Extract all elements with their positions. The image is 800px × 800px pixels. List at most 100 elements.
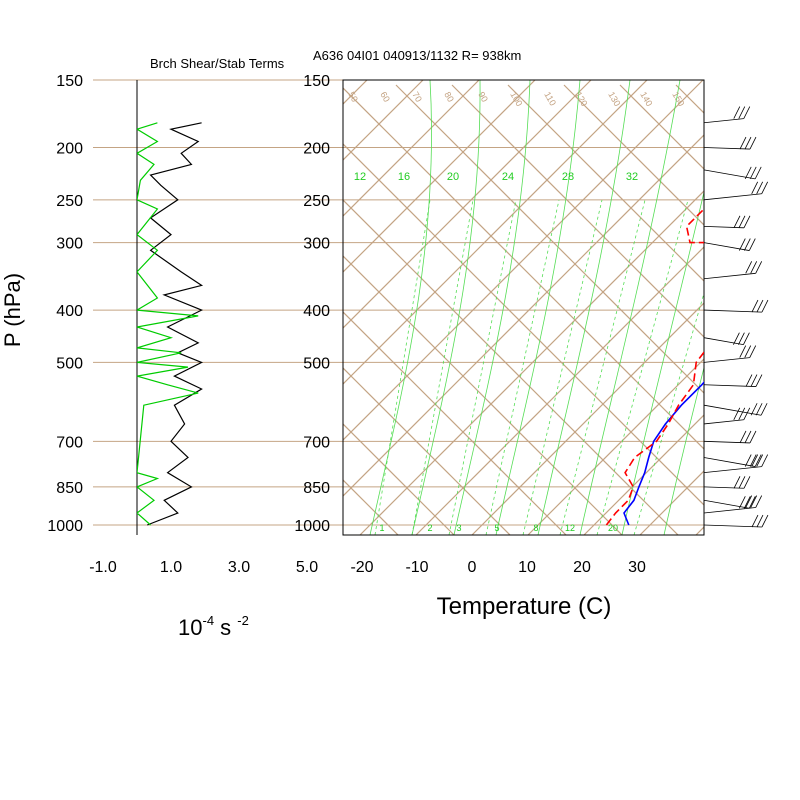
isotherm-line	[343, 80, 704, 441]
dry-adiabat-line	[675, 84, 704, 114]
dry-adiabat-line	[732, 85, 800, 545]
wind-barb	[703, 345, 757, 363]
dry-adiabat-line	[788, 85, 800, 545]
wind-barb-shaft	[703, 440, 750, 444]
isotherm-line	[359, 190, 704, 535]
temperature-tick-label: -20	[350, 559, 373, 576]
wind-barb	[703, 454, 769, 474]
pressure-tick-label: 200	[56, 140, 83, 157]
dry-adiabat-line	[343, 311, 567, 535]
dry-adiabat-line	[0, 85, 240, 545]
wind-barb-flag	[738, 496, 746, 509]
pressure-tick-label: 300	[303, 236, 330, 253]
temperature-x-ticks: -20 -10 0 10 20 30	[350, 559, 646, 576]
wind-barb-flag	[751, 454, 759, 467]
wind-barb-flag	[733, 215, 741, 228]
mixing-ratio-line	[596, 199, 689, 535]
wind-barb-flag	[755, 403, 763, 416]
pressure-tick-label: 150	[303, 73, 330, 90]
wind-barb	[703, 407, 751, 425]
isotherm-line	[343, 80, 536, 273]
wind-barb	[703, 495, 763, 514]
mixing-ratio-label: 20	[447, 171, 459, 183]
isotherm-line	[343, 80, 592, 329]
wind-barb-shaft	[703, 337, 744, 346]
pressure-gridlines	[93, 79, 704, 526]
wind-barb-flag	[739, 345, 747, 358]
wind-barb-flag	[739, 136, 747, 150]
wind-barb-shaft	[703, 384, 756, 387]
mixing-ratio-label: 32	[626, 171, 638, 183]
wind-barb	[703, 514, 769, 528]
mixing-ratio-label: 5	[494, 523, 499, 533]
wind-barb-flag	[738, 476, 746, 489]
dry-adiabat-line	[343, 367, 511, 535]
wind-barb-flag	[738, 238, 746, 251]
wind-barb-flag	[743, 407, 751, 420]
wind-barb-flag	[745, 261, 753, 274]
wind-barbs	[703, 106, 769, 528]
wind-barb-flag	[738, 215, 746, 228]
dry-adiabat-line	[563, 84, 704, 226]
mixing-ratio-label: 28	[562, 171, 574, 183]
dry-adiabat-line	[343, 87, 704, 450]
wind-barb-flag	[745, 495, 753, 508]
wind-barb-flag	[744, 454, 752, 467]
wind-barb-flag	[739, 430, 747, 444]
wind-barb	[703, 476, 751, 489]
isotherm-line	[343, 80, 424, 161]
wind-barb	[703, 430, 757, 444]
pressure-tick-label: 1000	[294, 518, 330, 535]
wind-barb-flag	[750, 495, 758, 508]
mixing-ratio-label: 2	[427, 523, 432, 533]
pressure-tick-label: 300	[56, 236, 83, 253]
wind-barb-flag	[744, 136, 752, 150]
mixing-ratio-line	[411, 199, 474, 535]
mixing-ratio-label: 1	[379, 523, 384, 533]
left-x-axis-unit: 10-4 s -2	[178, 613, 249, 640]
pressure-tick-label: 850	[303, 480, 330, 497]
wind-barb	[703, 454, 762, 467]
wind-barb-shaft	[703, 486, 744, 489]
mixing-ratio-label: 12	[354, 171, 366, 183]
wind-barb-flag	[749, 430, 757, 444]
isotherm-line	[527, 358, 704, 535]
wind-barb-flag	[743, 332, 750, 345]
moist-adiabat-line	[411, 80, 481, 535]
dry-adiabat-line	[395, 84, 704, 394]
theta-label: 50	[346, 90, 360, 104]
wind-barb	[703, 136, 757, 150]
wind-barb	[703, 374, 763, 387]
wind-barb	[703, 261, 763, 280]
right-panel-title: A636 04I01 040913/1132 R= 938km	[313, 48, 521, 63]
wind-barb-flag	[754, 454, 762, 467]
wind-barb-shaft	[703, 118, 744, 124]
temperature-tick-label: 20	[573, 559, 591, 576]
mixing-ratio-line	[633, 291, 704, 535]
wind-barb-flag	[743, 476, 751, 489]
wind-barb-flag	[745, 374, 753, 387]
theta-label: 130	[606, 90, 622, 108]
moist-adiabat-line	[453, 80, 531, 535]
pressure-tick-label: 250	[303, 193, 330, 210]
mixing-ratio-label: 12	[565, 523, 575, 533]
wind-barb-shaft	[703, 457, 756, 467]
temperature-tick-label: 0	[468, 559, 477, 576]
dry-adiabat-line	[451, 84, 704, 338]
moist-adiabat-line	[495, 80, 581, 535]
wind-barb-flag	[744, 430, 752, 444]
dry-adiabat-line	[343, 423, 455, 535]
isotherm-line	[415, 246, 704, 535]
wind-barb-flag	[743, 238, 751, 251]
pressure-tick-label: 850	[56, 480, 83, 497]
wind-barb-shaft	[703, 419, 744, 425]
dewpoint-profile-line	[605, 208, 704, 526]
temperature-profile-line	[623, 381, 704, 526]
mixing-ratio-label: 20	[608, 523, 618, 533]
pressure-tick-label: 400	[303, 303, 330, 320]
wind-barb-flag	[755, 374, 763, 387]
stability-term-line	[137, 122, 199, 526]
moist-adiabat-line	[537, 80, 631, 535]
wind-barb	[703, 332, 750, 346]
temperature-tick-label: -10	[405, 559, 428, 576]
